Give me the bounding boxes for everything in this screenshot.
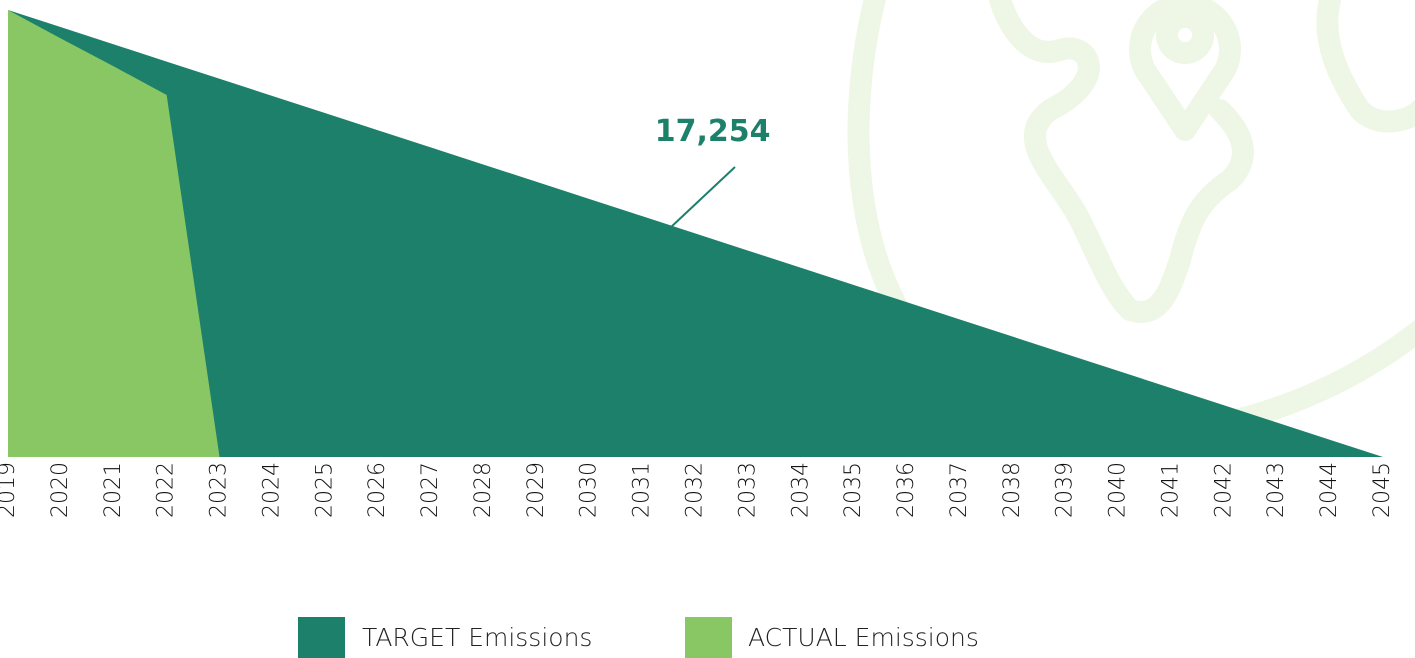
legend-label: TARGET Emissions — [362, 623, 592, 652]
x-tick-label: 2044 — [1317, 462, 1342, 518]
x-tick-label: 2029 — [524, 462, 549, 518]
x-tick-label: 2030 — [577, 462, 602, 518]
x-tick-label: 2023 — [207, 462, 232, 518]
x-tick-label: 2036 — [894, 462, 919, 518]
x-tick-label: 2024 — [259, 462, 284, 518]
location-pin-dot — [1156, 6, 1214, 64]
x-tick-label: 2037 — [947, 462, 972, 518]
x-tick-label: 2028 — [471, 462, 496, 518]
x-tick-label: 2033 — [735, 462, 760, 518]
x-tick-label: 2043 — [1264, 462, 1289, 518]
x-tick-label: 2020 — [48, 462, 73, 518]
location-pin — [1129, 0, 1241, 141]
x-tick-label: 2026 — [365, 462, 390, 518]
legend-swatch — [298, 617, 345, 658]
x-tick-label: 2042 — [1211, 462, 1236, 518]
globe-continent — [989, 0, 1254, 323]
area — [8, 10, 1383, 457]
annotation-leader — [669, 166, 736, 229]
x-tick-label: 2032 — [683, 462, 708, 518]
x-tick-label: 2019 — [0, 462, 20, 518]
x-tick-label: 2039 — [1053, 462, 1078, 518]
x-tick-label: 2022 — [154, 462, 179, 518]
x-tick-label: 2038 — [1000, 462, 1025, 518]
x-tick-label: 2021 — [101, 462, 126, 518]
x-tick-label: 2045 — [1370, 462, 1395, 518]
x-tick-label: 2025 — [312, 462, 337, 518]
x-tick-label: 2040 — [1106, 462, 1131, 518]
annotation-label: 17,254 — [655, 114, 771, 149]
x-tick-label: 2034 — [788, 462, 813, 518]
x-tick-label: 2035 — [841, 462, 866, 518]
area — [8, 10, 220, 457]
globe-continent — [1316, 0, 1415, 133]
x-tick-label: 2031 — [630, 462, 655, 518]
legend-label: ACTUAL Emissions — [748, 623, 979, 652]
legend-swatch — [685, 617, 732, 658]
x-tick-label: 2027 — [418, 462, 443, 518]
x-tick-label: 2041 — [1158, 462, 1183, 518]
legend: TARGET Emissions ACTUAL Emissions — [298, 617, 979, 658]
